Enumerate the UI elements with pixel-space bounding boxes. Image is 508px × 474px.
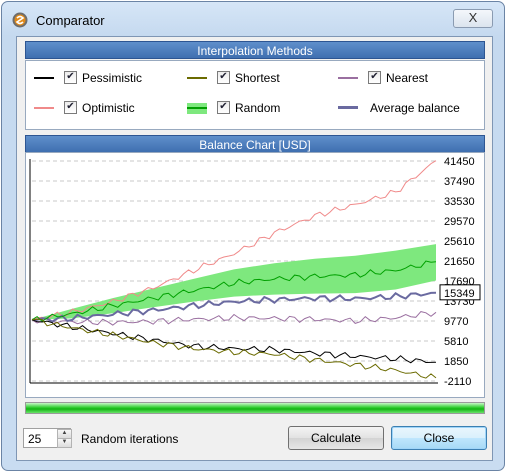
close-icon: X xyxy=(468,10,478,25)
series-line-shortest xyxy=(31,318,437,379)
series-line-nearest xyxy=(31,311,437,326)
y-tick-label: 21650 xyxy=(444,256,475,268)
window-close-button[interactable]: X xyxy=(453,9,493,28)
y-tick-label: 33530 xyxy=(444,196,475,208)
y-tick-label: 25610 xyxy=(444,236,475,248)
method-label: Pessimistic xyxy=(82,71,143,85)
y-tick-label: 37490 xyxy=(444,176,475,188)
shortest-checkbox[interactable]: ✔ xyxy=(217,71,230,84)
y-tick-label: 29570 xyxy=(444,216,475,228)
method-label: Average balance xyxy=(370,101,460,115)
balance-chart: -211018505810977013730176902165025610295… xyxy=(29,156,481,388)
line-swatch xyxy=(338,106,358,109)
title-bar[interactable]: Comparator X xyxy=(2,2,504,36)
line-swatch xyxy=(34,77,54,79)
close-button[interactable]: Close xyxy=(391,426,487,450)
balance-chart-header: Balance Chart [USD] xyxy=(25,135,485,153)
current-value-label: 15349 xyxy=(444,288,475,300)
calculate-button[interactable]: Calculate xyxy=(288,426,384,450)
current-value-box xyxy=(439,284,481,301)
window-content: Interpolation Methods ✔ Pessimistic ✔ Sh… xyxy=(16,36,493,461)
line-swatch xyxy=(34,107,54,109)
nearest-checkbox[interactable]: ✔ xyxy=(368,71,381,84)
app-logo-icon xyxy=(12,12,28,28)
random-checkbox[interactable]: ✔ xyxy=(217,101,230,114)
interpolation-header: Interpolation Methods xyxy=(25,41,485,59)
y-tick-label: 1850 xyxy=(444,356,468,368)
balance-chart-panel: -2110 1850 5810 9770 13730 17690 21650 25610 295… xyxy=(25,152,485,398)
window-title: Comparator xyxy=(36,13,105,28)
line-swatch xyxy=(187,77,207,79)
random-iterations-spinner[interactable]: 25 ▲ ▼ xyxy=(23,428,72,448)
series-line-random xyxy=(31,260,437,322)
random-iterations-value[interactable]: 25 xyxy=(28,432,42,446)
y-tick-label: 41450 xyxy=(444,156,475,168)
y-tick-label: 9770 xyxy=(444,316,468,328)
pessimistic-checkbox[interactable]: ✔ xyxy=(64,71,77,84)
method-label: Random xyxy=(235,101,281,115)
series-line-average-balance xyxy=(31,291,437,323)
series-line-optimistic xyxy=(31,160,437,321)
line-swatch xyxy=(187,107,207,109)
spinner-down-icon[interactable]: ▼ xyxy=(57,438,72,448)
interpolation-methods-panel: ✔ Pessimistic ✔ Shortest ✔ Nearest ✔ Opt… xyxy=(25,60,485,130)
progress-bar xyxy=(25,402,485,414)
method-label: Optimistic xyxy=(82,101,135,115)
optimistic-checkbox[interactable]: ✔ xyxy=(64,101,77,114)
random-band-area xyxy=(32,244,436,320)
random-iterations-label: Random iterations xyxy=(81,432,179,446)
line-swatch xyxy=(338,77,358,79)
y-tick-label: -2110 xyxy=(444,376,471,388)
progress-fill xyxy=(26,403,484,413)
y-tick-label: 5810 xyxy=(444,336,468,348)
method-label: Nearest xyxy=(386,71,429,85)
method-label: Shortest xyxy=(235,71,280,85)
